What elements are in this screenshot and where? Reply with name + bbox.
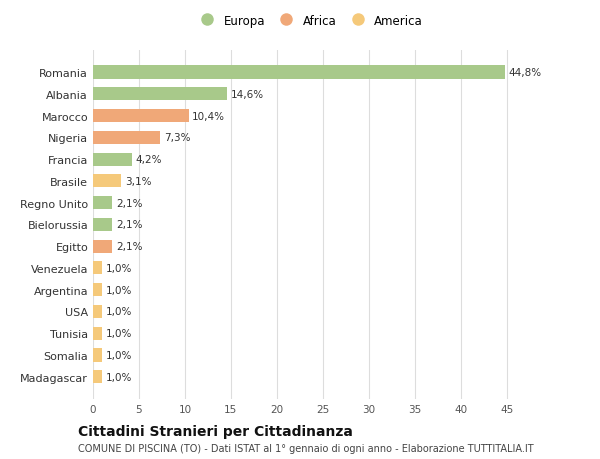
Bar — [93, 218, 112, 231]
Text: 4,2%: 4,2% — [135, 155, 162, 165]
Legend: Europa, Africa, America: Europa, Africa, America — [191, 11, 427, 31]
Text: 14,6%: 14,6% — [231, 90, 264, 100]
Text: 2,1%: 2,1% — [116, 241, 142, 252]
Text: 3,1%: 3,1% — [125, 176, 152, 186]
Text: 2,1%: 2,1% — [116, 220, 142, 230]
Text: 1,0%: 1,0% — [106, 263, 132, 274]
Bar — [93, 284, 102, 297]
Text: 1,0%: 1,0% — [106, 285, 132, 295]
Bar — [93, 88, 227, 101]
Bar — [93, 175, 121, 188]
Text: 1,0%: 1,0% — [106, 307, 132, 317]
Bar — [93, 370, 102, 383]
Text: 44,8%: 44,8% — [508, 68, 542, 78]
Bar — [93, 327, 102, 340]
Text: 7,3%: 7,3% — [164, 133, 190, 143]
Bar — [93, 262, 102, 275]
Text: COMUNE DI PISCINA (TO) - Dati ISTAT al 1° gennaio di ogni anno - Elaborazione TU: COMUNE DI PISCINA (TO) - Dati ISTAT al 1… — [78, 443, 533, 453]
Bar — [93, 110, 188, 123]
Text: 2,1%: 2,1% — [116, 198, 142, 208]
Bar — [93, 67, 505, 79]
Bar — [93, 153, 131, 166]
Bar — [93, 240, 112, 253]
Text: 1,0%: 1,0% — [106, 350, 132, 360]
Text: 1,0%: 1,0% — [106, 372, 132, 382]
Text: Cittadini Stranieri per Cittadinanza: Cittadini Stranieri per Cittadinanza — [78, 425, 353, 438]
Bar — [93, 349, 102, 362]
Bar — [93, 196, 112, 210]
Text: 10,4%: 10,4% — [192, 112, 225, 121]
Bar — [93, 305, 102, 318]
Text: 1,0%: 1,0% — [106, 329, 132, 338]
Bar — [93, 132, 160, 145]
